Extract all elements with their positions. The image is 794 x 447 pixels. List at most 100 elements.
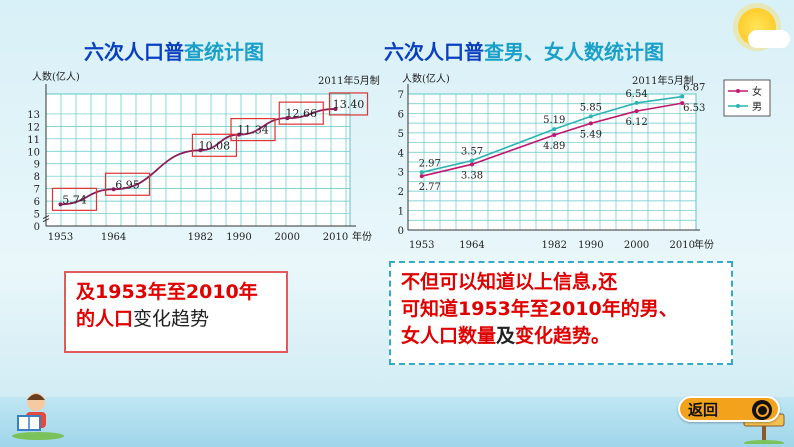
left-y-tick-label: 6	[34, 197, 40, 208]
right-x-tick-label: 1982	[542, 240, 567, 251]
summary-box-1-line-2: 的人口变化趋势	[76, 306, 276, 333]
left-data-label: 10.08	[199, 139, 231, 152]
left-x-tick-label: 1953	[48, 232, 73, 243]
left-data-point	[58, 202, 63, 207]
right-data-point	[588, 114, 593, 119]
right-data-label: 6.53	[683, 103, 705, 114]
right-chart: 0 1 2 3 4 5 6 7 人数(亿人) 2011年5月制 年份 1953 1964 1982 1990…	[396, 66, 776, 260]
left-x-tick-label: 1990	[226, 232, 251, 243]
left-y-tick-label: 9	[34, 160, 40, 171]
summary-box-1-line-2-part-2: 变化趋势	[133, 308, 210, 330]
reading-child-icon	[12, 393, 64, 440]
right-x-tick-label: 2000	[624, 240, 649, 251]
right-data-point	[680, 101, 685, 106]
cloud-icon	[748, 30, 790, 48]
summary-box-2-line-3-part-3: 变化趋势。	[515, 325, 611, 347]
right-y-tick-label: 4	[398, 148, 404, 159]
right-y-tick-label: 7	[398, 90, 404, 101]
summary-box-2-line-3-part-1: 女人口数量	[401, 325, 497, 347]
left-x-tick-label: 2010	[323, 232, 348, 243]
left-data-label-box	[104, 172, 151, 196]
left-data-point	[333, 106, 338, 111]
right-legend-label: 女	[752, 85, 762, 98]
left-x-tick-label: 2000	[275, 232, 300, 243]
right-chart-title: 六次人口普查男、女人数统计图	[384, 36, 664, 65]
right-x-tick-label: 1964	[459, 240, 484, 251]
left-data-label: 12.66	[286, 107, 318, 120]
back-button[interactable]: 返回	[678, 396, 780, 422]
right-data-point	[588, 121, 593, 126]
right-y-tick-label: 1	[398, 207, 404, 218]
right-data-point	[470, 162, 474, 167]
right-title-part-2: 查男、女人数统计图	[484, 40, 664, 64]
right-data-point	[634, 109, 639, 114]
right-series-line-female	[421, 102, 683, 177]
summary-box-1-line-1: 及1953年至2010年	[76, 279, 276, 306]
right-chart-note: 2011年5月制	[632, 74, 694, 87]
summary-box-2-line-1: 不但可以知道以上信息,还	[401, 271, 618, 293]
right-x-axis-title: 年份	[694, 238, 714, 251]
left-data-point	[111, 187, 116, 192]
right-legend-box	[723, 79, 771, 117]
left-chart: 0 5 6 7 8 9 10 11 12 13 人数(亿人) 2011年5月制 年份 1953 1964 19…	[27, 66, 380, 260]
right-y-tick-label: 0	[398, 226, 404, 237]
summary-box-2-line-3-part-2: 及	[496, 325, 516, 347]
right-series-line-male	[421, 95, 683, 174]
left-x-tick-label: 1982	[188, 232, 213, 243]
left-chart-title: 六次人口普查统计图	[84, 36, 264, 65]
left-data-label-box	[328, 92, 369, 116]
right-data-point	[552, 127, 557, 132]
left-data-label-box	[230, 117, 276, 142]
left-data-label-box	[278, 101, 324, 125]
right-data-label: 3.57	[461, 147, 483, 158]
right-x-tick-label: 2010	[670, 240, 695, 251]
left-title-part-2: 查统计图	[184, 40, 264, 64]
left-data-label: 11.34	[237, 124, 269, 137]
right-x-tick-label: 1953	[409, 240, 434, 251]
left-data-point	[198, 148, 203, 153]
left-title-part-1: 六次人口普	[84, 40, 184, 64]
summary-box-2-line-2: 可知道1953年至2010年的男、	[401, 298, 678, 320]
right-data-point	[634, 100, 639, 105]
left-y-tick-label: 8	[34, 172, 40, 183]
summary-box-2-line-3: 女人口数量及变化趋势。	[401, 323, 721, 350]
left-y-tick-label: 12	[27, 122, 40, 133]
right-title-part-1: 六次人口普	[384, 40, 484, 64]
right-data-label: 6.54	[625, 89, 647, 100]
right-legend-marker	[736, 104, 740, 108]
right-y-tick-label: 5	[398, 129, 404, 140]
summary-box-1-line-1-text: 及1953年至2010年	[76, 281, 258, 303]
right-data-label: 4.89	[543, 141, 565, 152]
right-y-tick-label: 6	[398, 109, 404, 120]
left-x-axis-title: 年份	[352, 230, 372, 243]
summary-box-2: 不但可以知道以上信息,还 可知道1953年至2010年的男、 女人口数量及变化趋…	[389, 261, 733, 365]
right-data-point	[470, 158, 474, 163]
right-data-point	[680, 94, 685, 99]
left-data-label: 6.95	[115, 178, 140, 191]
left-data-label: 5.74	[62, 193, 87, 206]
right-data-label: 2.97	[419, 158, 441, 169]
right-data-label: 5.49	[580, 129, 602, 140]
right-legend-label: 男	[752, 101, 762, 113]
right-data-point	[419, 174, 424, 179]
left-data-label: 13.40	[333, 98, 365, 111]
left-y-tick-label: 13	[27, 110, 40, 121]
right-data-label: 6.12	[625, 117, 647, 128]
right-data-point	[552, 132, 557, 137]
summary-box-1-line-2-part-1: 的人口	[76, 308, 134, 330]
bottom-band	[0, 397, 794, 447]
right-data-label: 2.77	[419, 182, 441, 193]
right-legend-marker	[736, 89, 740, 93]
back-circle-icon	[752, 400, 772, 420]
left-data-point	[237, 132, 242, 137]
right-data-label: 6.87	[683, 83, 705, 94]
right-x-tick-label: 1990	[578, 240, 603, 251]
left-y-tick-label: 11	[27, 135, 40, 146]
left-data-label-box	[51, 187, 98, 211]
right-y-tick-label: 3	[398, 168, 404, 179]
right-data-label: 3.38	[461, 170, 483, 181]
left-y-tick-label: 10	[27, 147, 40, 158]
left-data-label-box	[191, 133, 238, 157]
